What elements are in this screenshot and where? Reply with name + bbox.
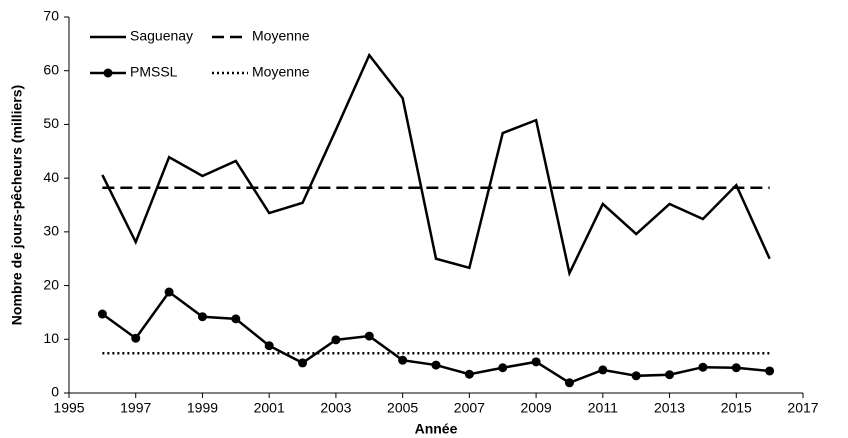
x-tick-label: 1997 [120, 400, 151, 416]
point [264, 341, 274, 351]
legend-label: Saguenay [130, 28, 193, 44]
x-tick-label: 2009 [521, 400, 552, 416]
point [197, 312, 207, 322]
y-tick-label: 60 [43, 61, 59, 77]
y-tick-label: 10 [43, 330, 59, 346]
y-tick-label: 50 [43, 115, 59, 131]
legend-marker [103, 68, 113, 78]
y-tick-label: 40 [43, 169, 59, 185]
series-line [101, 52, 771, 278]
y-tick-label: 20 [43, 276, 59, 292]
point [765, 366, 775, 376]
point [164, 287, 174, 297]
x-tick-label: 2017 [787, 400, 818, 416]
x-tick-label: 2005 [387, 400, 418, 416]
point [698, 362, 708, 372]
point [231, 314, 241, 324]
x-tick-label: 2001 [254, 400, 285, 416]
y-tick-label: 30 [43, 223, 59, 239]
point [631, 371, 641, 381]
x-tick-label: 1999 [187, 400, 218, 416]
point [431, 360, 441, 370]
point [331, 335, 341, 345]
x-tick-label: 2015 [721, 400, 752, 416]
point [298, 358, 308, 368]
x-axis-title: Année [415, 421, 458, 437]
y-tick-label: 0 [51, 384, 59, 400]
x-tick-label: 2013 [654, 400, 685, 416]
point [665, 370, 675, 380]
point [97, 309, 107, 319]
x-tick-label: 1995 [53, 400, 84, 416]
legend-label: Moyenne [252, 64, 310, 80]
point [731, 363, 741, 373]
point [531, 357, 541, 367]
point [398, 355, 408, 365]
legend-label: Moyenne [252, 28, 310, 44]
point [564, 378, 574, 388]
point [464, 369, 474, 379]
point [598, 365, 608, 375]
x-tick-label: 2007 [454, 400, 485, 416]
y-tick-label: 70 [43, 8, 59, 24]
point [364, 331, 374, 341]
legend-label: PMSSL [130, 64, 178, 80]
x-tick-label: 2003 [320, 400, 351, 416]
x-tick-label: 2011 [588, 400, 618, 416]
point [498, 363, 508, 373]
y-axis-title: Nombre de jours-pêcheurs (milliers) [9, 85, 25, 325]
point [131, 333, 141, 343]
